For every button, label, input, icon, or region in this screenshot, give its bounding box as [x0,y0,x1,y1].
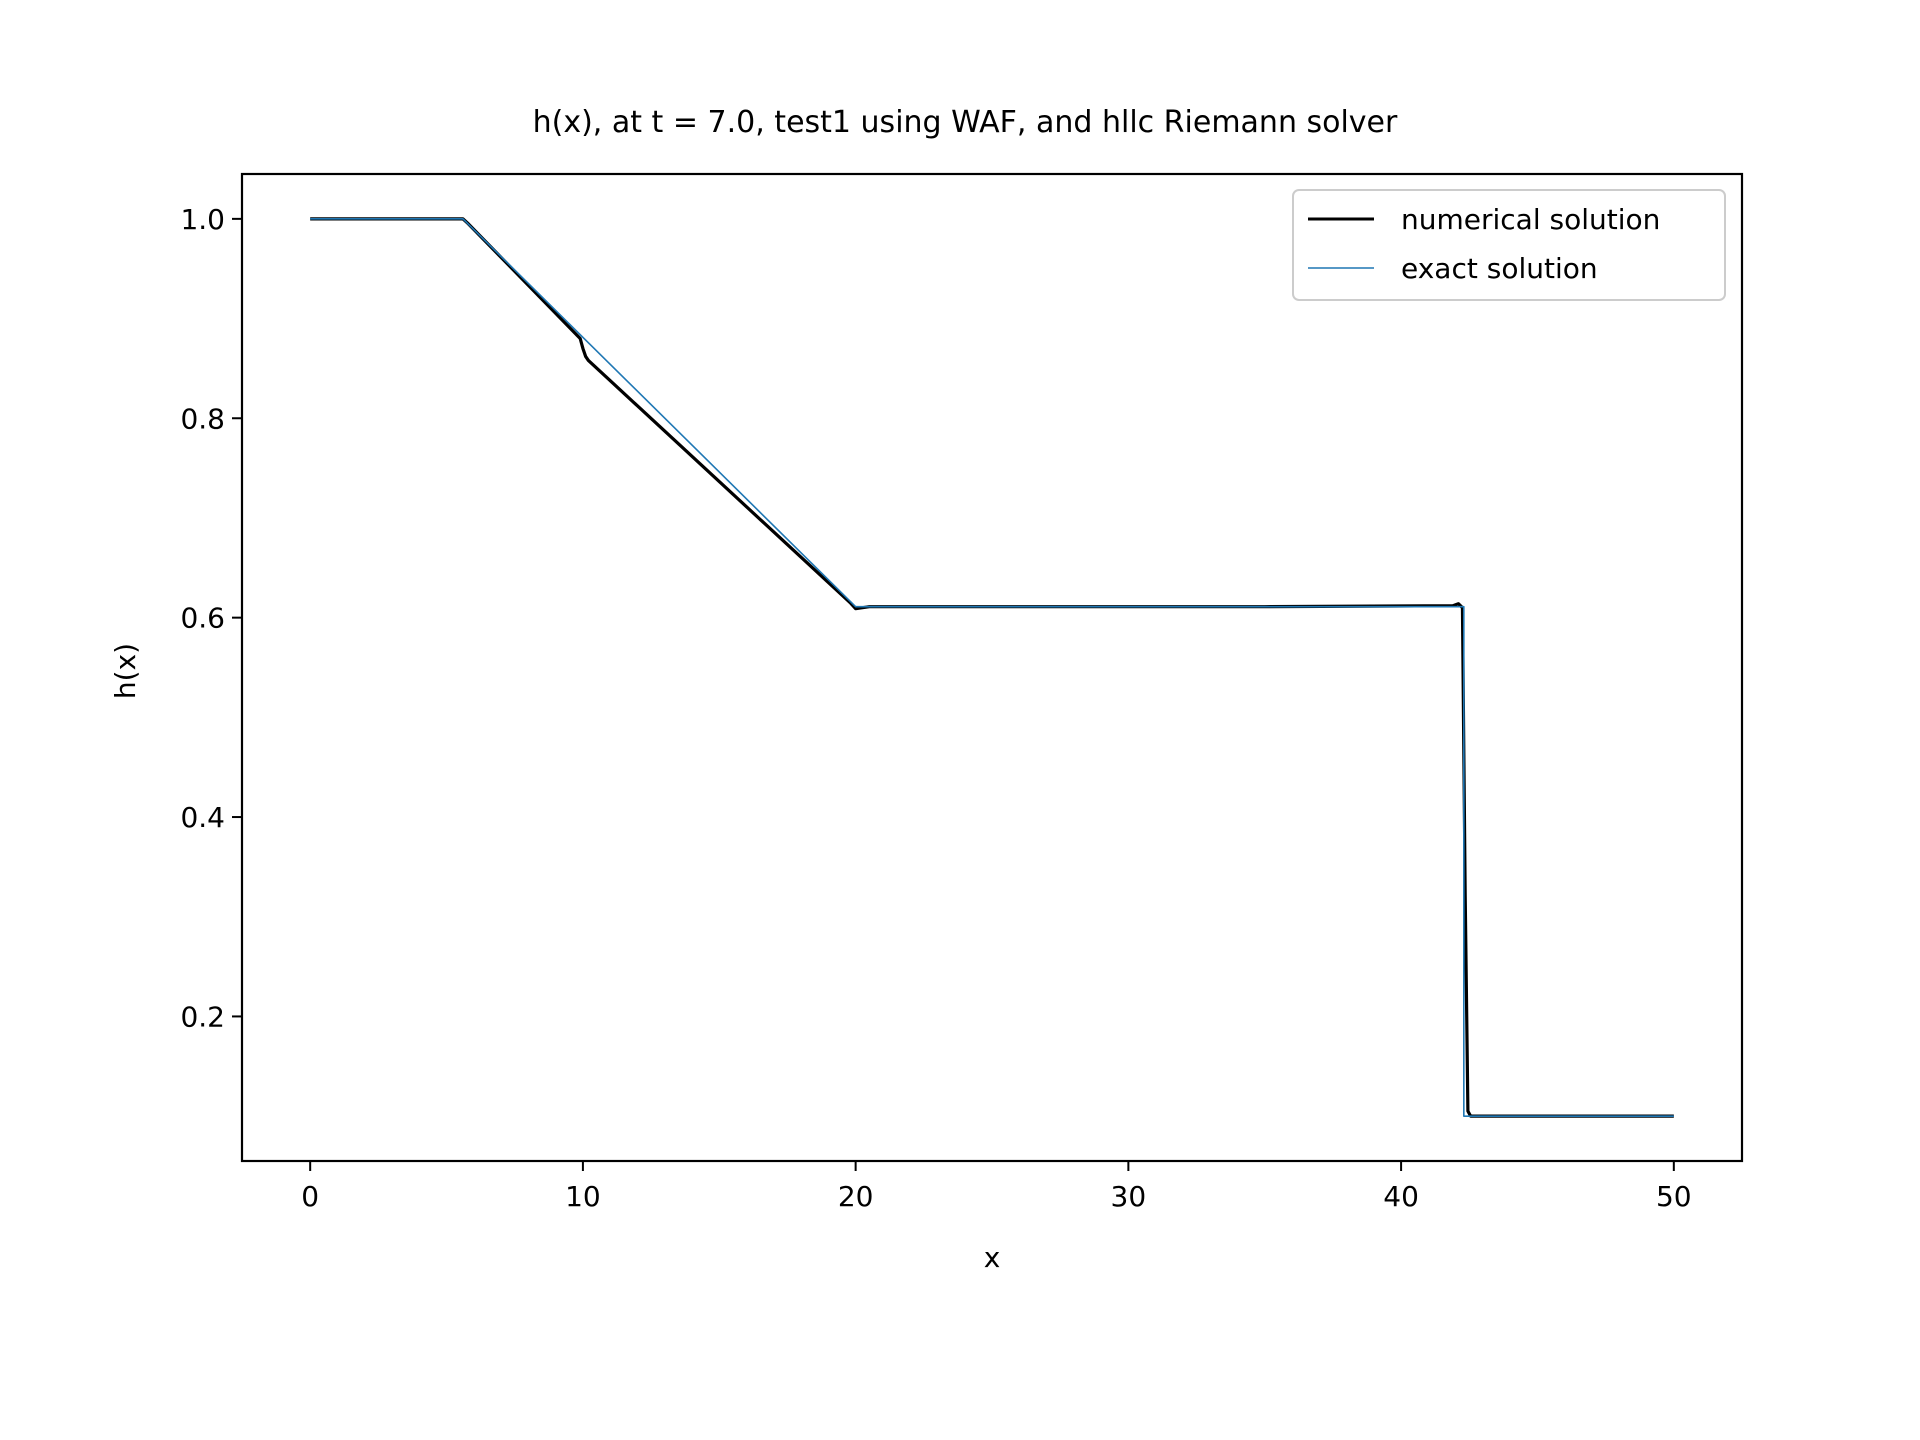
legend-label-exact: exact solution [1401,252,1598,285]
y-tick-label: 1.0 [180,203,225,236]
x-tick-label: 40 [1383,1180,1419,1213]
x-tick-label: 20 [838,1180,874,1213]
x-axis: 0 10 20 30 40 50 [301,1161,1692,1213]
y-tick-label: 0.4 [180,801,225,834]
x-tick-label: 30 [1111,1180,1147,1213]
y-tick-label: 0.8 [180,402,225,435]
plot-area [310,217,1674,1118]
y-tick-label: 0.2 [180,1000,225,1033]
chart-title: h(x), at t = 7.0, test1 using WAF, and h… [533,105,1398,140]
x-tick-label: 50 [1656,1180,1692,1213]
y-axis: 0.2 0.4 0.6 0.8 1.0 [180,203,242,1033]
x-tick-label: 0 [301,1180,319,1213]
x-tick-label: 10 [565,1180,601,1213]
legend-box [1292,189,1726,301]
axes-frame [240,172,1744,1163]
y-axis-label: h(x) [109,643,142,699]
x-axis-label: x [984,1241,1001,1274]
legend: numerical solution exact solution [1292,189,1726,301]
y-tick-label: 0.6 [180,602,225,635]
legend-label-numerical: numerical solution [1401,203,1660,236]
series-line-exact [310,218,1674,1117]
